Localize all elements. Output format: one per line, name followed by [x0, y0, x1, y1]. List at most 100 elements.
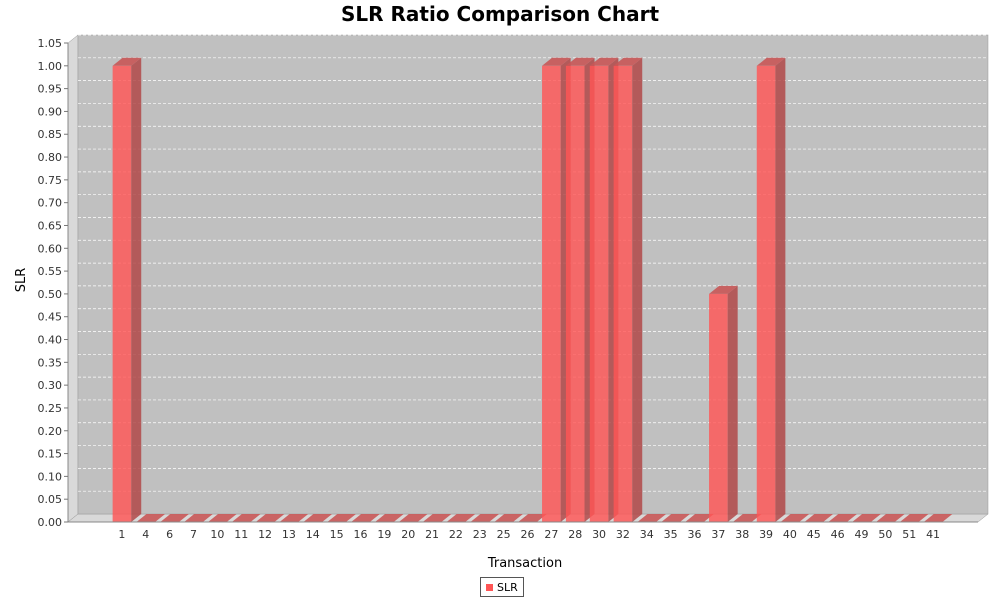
bar-top — [565, 57, 595, 66]
bar-side — [775, 57, 786, 523]
y-tick-label: 0.10 — [38, 470, 63, 483]
legend-swatch — [486, 583, 493, 591]
x-tick-label: 20 — [401, 528, 415, 541]
bar-top — [661, 514, 690, 522]
chart-title: SLR Ratio Comparison Chart — [341, 2, 659, 26]
x-tick-label: 6 — [166, 528, 173, 541]
y-tick-label: 0.30 — [38, 379, 63, 392]
y-axis-title: SLR — [14, 268, 29, 293]
x-tick-label: 36 — [688, 528, 702, 541]
bar-top — [184, 514, 213, 522]
x-tick-label: 23 — [473, 528, 487, 541]
x-tick-label: 50 — [878, 528, 892, 541]
bar-top — [422, 514, 452, 522]
bar-top — [732, 514, 762, 522]
bar-front — [589, 65, 609, 523]
bar-top — [876, 514, 905, 522]
y-tick-label: 0.80 — [38, 151, 63, 164]
x-tick-label: 19 — [377, 528, 391, 541]
y-tick-label: 0.05 — [38, 493, 63, 506]
x-tick-label: 16 — [354, 528, 368, 541]
x-tick-label: 37 — [711, 528, 725, 541]
bar-top — [303, 514, 333, 522]
bar-top — [446, 514, 476, 522]
x-tick-label: 15 — [330, 528, 344, 541]
y-tick-label: 0.35 — [38, 356, 63, 369]
bar-top — [231, 514, 261, 522]
bar-top — [589, 57, 619, 66]
bar-top — [518, 514, 547, 522]
y-tick-label: 0.50 — [38, 288, 63, 301]
y-tick-label: 0.85 — [38, 128, 63, 141]
bar-top — [685, 514, 714, 522]
x-tick-label: 49 — [855, 528, 869, 541]
y-tick-label: 0.15 — [38, 448, 63, 461]
bar-top — [327, 514, 356, 522]
x-tick-label: 12 — [258, 528, 272, 541]
axes — [67, 43, 978, 523]
bar — [709, 285, 738, 522]
x-tick-label: 27 — [544, 528, 558, 541]
bar-top — [160, 514, 189, 522]
x-tick-label: 45 — [807, 528, 821, 541]
x-tick-label: 26 — [521, 528, 535, 541]
x-tick-label: 34 — [640, 528, 654, 541]
x-tick-label: 28 — [568, 528, 582, 541]
bar — [112, 57, 142, 523]
y-tick-label: 0.65 — [38, 219, 63, 232]
bar-top — [470, 514, 500, 522]
plot-background — [67, 34, 989, 523]
bar-top — [375, 514, 404, 522]
x-tick-label: 51 — [902, 528, 916, 541]
bar-top — [780, 514, 810, 522]
x-tick-label: 38 — [735, 528, 749, 541]
bar — [613, 57, 643, 523]
bars — [112, 57, 953, 523]
bar-top — [756, 57, 786, 66]
y-tick-label: 0.25 — [38, 402, 63, 415]
x-tick-label: 13 — [282, 528, 296, 541]
x-axis-title: Transaction — [487, 556, 562, 571]
y-tick-labels: 0.00 0.05 0.10 0.15 0.20 0.25 0.30 0.35 0.40 0.45… — [38, 37, 68, 529]
x-tick-label: 21 — [425, 528, 439, 541]
x-tick-label: 41 — [926, 528, 940, 541]
x-tick-label: 46 — [831, 528, 845, 541]
y-tick-label: 0.55 — [38, 265, 63, 278]
bar-top — [828, 514, 857, 522]
y-tick-label: 0.60 — [38, 242, 63, 255]
y-tick-label: 0.45 — [38, 311, 63, 324]
bar-top — [804, 514, 834, 522]
bar-top — [255, 514, 285, 522]
bar-top — [923, 514, 953, 522]
x-tick-label: 39 — [759, 528, 773, 541]
bar-side — [632, 57, 643, 523]
bar-top — [613, 57, 643, 66]
y-tick-label: 0.40 — [38, 334, 63, 347]
legend: SLR — [480, 577, 524, 597]
x-tick-label: 4 — [142, 528, 149, 541]
bar-top — [112, 57, 142, 66]
y-tick-label: 1.05 — [38, 37, 63, 50]
bar-side — [727, 285, 738, 522]
y-tick-label: 0.00 — [38, 516, 63, 529]
bar-front — [112, 65, 132, 523]
x-tick-label: 30 — [592, 528, 606, 541]
bar-top — [494, 514, 523, 522]
plot-left-wall — [67, 34, 79, 523]
y-tick-label: 0.75 — [38, 174, 63, 187]
bar-top — [351, 514, 380, 522]
bar-top — [637, 514, 667, 522]
bar-front — [613, 65, 633, 523]
bar-front — [542, 65, 561, 523]
x-tick-label: 7 — [190, 528, 197, 541]
x-tick-label: 1 — [118, 528, 125, 541]
x-tick-label: 10 — [210, 528, 224, 541]
bar-top — [136, 514, 166, 522]
bar — [756, 57, 786, 523]
y-tick-label: 1.00 — [38, 60, 63, 73]
x-tick-label: 32 — [616, 528, 630, 541]
x-tick-label: 11 — [234, 528, 248, 541]
y-tick-label: 0.20 — [38, 425, 63, 438]
x-tick-label: 22 — [449, 528, 463, 541]
